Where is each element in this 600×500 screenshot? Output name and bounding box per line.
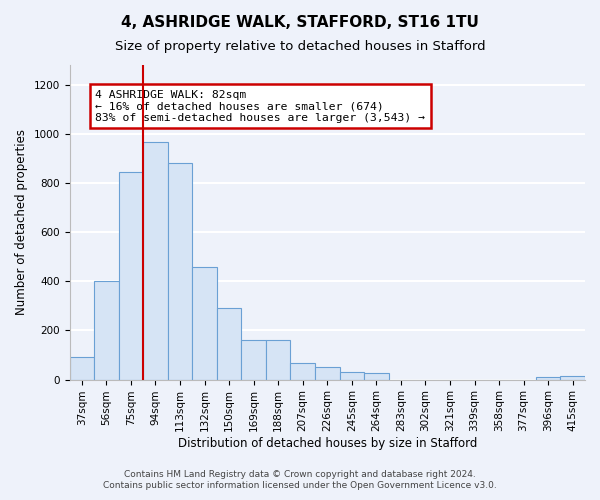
Bar (290, 363, 315, 380)
Bar (364, 374, 389, 380)
Bar (119, 172, 143, 380)
Text: 4, ASHRIDGE WALK, STAFFORD, ST16 1TU: 4, ASHRIDGE WALK, STAFFORD, ST16 1TU (121, 15, 479, 30)
X-axis label: Distribution of detached houses by size in Stafford: Distribution of detached houses by size … (178, 437, 477, 450)
Bar (192, 266, 217, 380)
Bar (241, 340, 266, 380)
Text: 4 ASHRIDGE WALK: 82sqm
← 16% of detached houses are smaller (674)
83% of semi-de: 4 ASHRIDGE WALK: 82sqm ← 16% of detached… (95, 90, 425, 123)
Bar (536, 377, 560, 380)
Bar (315, 368, 340, 380)
Bar (143, 142, 168, 380)
Bar (168, 164, 192, 380)
Bar (560, 376, 585, 380)
Bar (94, 282, 119, 380)
Text: Contains HM Land Registry data © Crown copyright and database right 2024.
Contai: Contains HM Land Registry data © Crown c… (103, 470, 497, 490)
Bar (217, 308, 241, 380)
Y-axis label: Number of detached properties: Number of detached properties (15, 130, 28, 316)
Text: Size of property relative to detached houses in Stafford: Size of property relative to detached ho… (115, 40, 485, 53)
Bar (340, 372, 364, 380)
Bar (266, 340, 290, 380)
Bar (70, 358, 94, 380)
